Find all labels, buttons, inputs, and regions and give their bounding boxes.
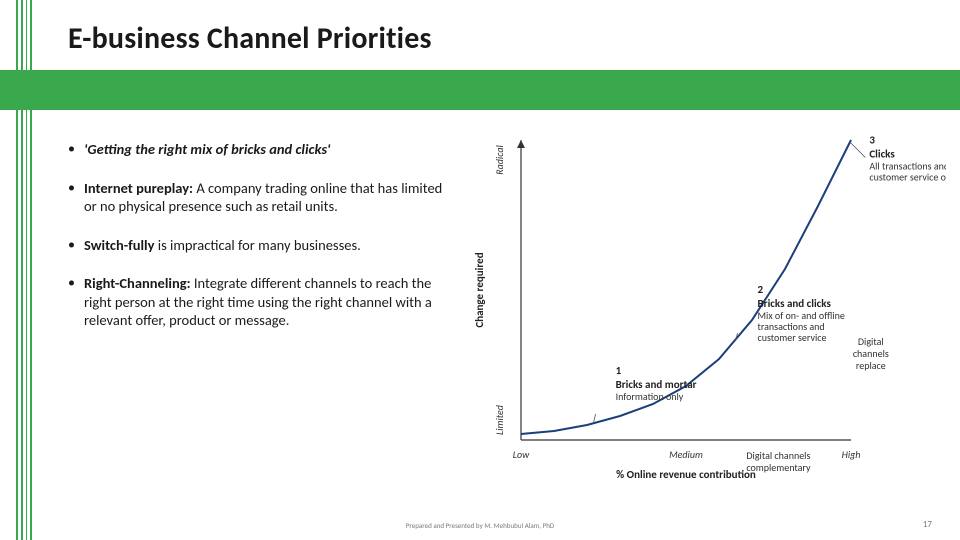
footer-text: Prepared and Presented by M. Mehbubul Al… — [0, 521, 960, 530]
accent-bar — [0, 70, 960, 110]
bullet-4-lead: Right-Channeling: — [84, 274, 191, 292]
bullet-4: Right-Channeling: Integrate different ch… — [68, 274, 448, 330]
bullet-3-tail: is impractical for many businesses. — [154, 236, 360, 254]
chart-region: Low Medium High % Online revenue contributi… — [466, 130, 946, 500]
bullet-3: Switch-fully is impractical for many bus… — [68, 236, 448, 255]
chart-svg: Low Medium High % Online revenue contributi… — [466, 130, 946, 500]
page-title: E-business Channel Priorities — [68, 20, 432, 57]
bullet-2-lead: Internet pureplay: — [84, 179, 193, 197]
svg-text:Radical: Radical — [493, 145, 506, 175]
svg-text:1: 1 — [616, 364, 622, 377]
svg-text:High: High — [842, 448, 861, 461]
svg-text:Information only: Information only — [616, 390, 684, 403]
bullet-area: 'Getting the right mix of bricks and cli… — [68, 140, 448, 350]
svg-text:customer service online: customer service online — [869, 171, 946, 184]
svg-text:replace: replace — [856, 359, 886, 372]
svg-text:3: 3 — [869, 134, 875, 147]
svg-text:complementary: complementary — [746, 461, 811, 474]
bullet-1: 'Getting the right mix of bricks and cli… — [68, 140, 448, 159]
page-number: 17 — [923, 519, 932, 530]
bullet-2: Internet pureplay: A company trading onl… — [68, 179, 448, 216]
bullet-1-text: 'Getting the right mix of bricks and cli… — [84, 140, 330, 158]
svg-text:Change required: Change required — [473, 252, 486, 327]
svg-text:Medium: Medium — [669, 448, 703, 461]
svg-text:Limited: Limited — [493, 405, 506, 435]
svg-text:customer service: customer service — [758, 331, 827, 344]
svg-text:2: 2 — [758, 283, 764, 296]
svg-text:% Online revenue contribution: % Online revenue contribution — [616, 468, 756, 481]
bullet-3-lead: Switch-fully — [84, 236, 154, 254]
svg-text:Low: Low — [513, 448, 530, 461]
